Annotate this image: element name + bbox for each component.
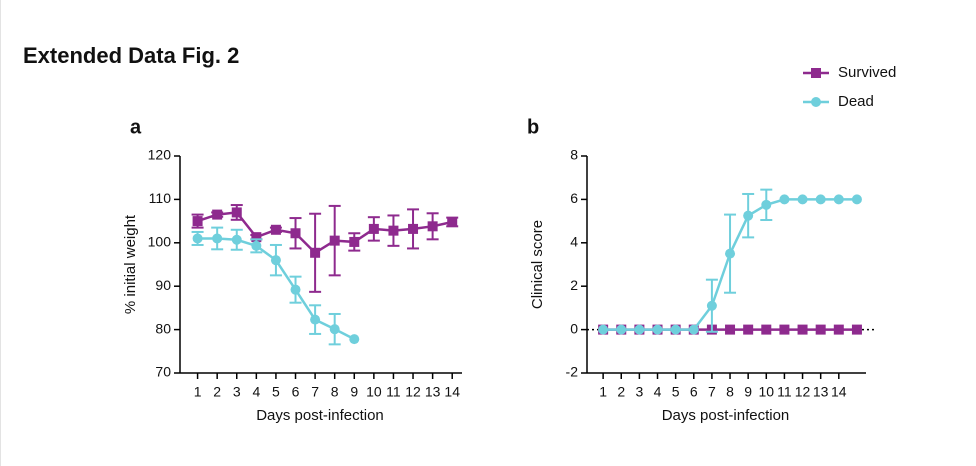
marker <box>634 324 645 335</box>
y-tick-label: 70 <box>155 364 171 380</box>
y-axis-label: Clinical score <box>529 220 546 309</box>
y-tick-label: 110 <box>149 190 172 206</box>
x-tick-label: 10 <box>759 384 775 400</box>
x-tick-label: 13 <box>425 384 441 400</box>
marker <box>388 225 399 236</box>
marker <box>270 255 281 266</box>
marker <box>851 324 862 335</box>
marker <box>797 324 808 335</box>
x-tick-label: 11 <box>386 384 401 400</box>
x-axis-label: Days post-infection <box>256 407 384 424</box>
marker <box>231 207 242 218</box>
marker <box>833 194 844 205</box>
x-tick-label: 4 <box>252 384 260 400</box>
legend-marker <box>811 97 821 107</box>
legend-label: Dead <box>838 93 874 110</box>
panel-label: a <box>130 116 142 138</box>
x-tick-label: 4 <box>654 384 662 400</box>
marker <box>290 228 301 239</box>
marker <box>408 223 419 234</box>
marker <box>329 235 340 246</box>
y-tick-label: 80 <box>155 320 171 336</box>
x-tick-label: 5 <box>272 384 280 400</box>
marker <box>761 324 772 335</box>
marker <box>815 324 826 335</box>
marker <box>598 324 609 335</box>
marker <box>349 236 360 247</box>
x-tick-label: 14 <box>444 384 460 400</box>
marker <box>192 216 203 227</box>
figure-title: Extended Data Fig. 2 <box>23 43 239 68</box>
x-tick-label: 3 <box>635 384 643 400</box>
marker <box>290 284 301 295</box>
marker <box>851 194 862 205</box>
marker <box>779 194 790 205</box>
x-tick-label: 2 <box>213 384 221 400</box>
marker <box>368 223 379 234</box>
marker <box>833 324 844 335</box>
x-tick-label: 11 <box>777 384 792 400</box>
y-tick-label: 90 <box>155 277 171 293</box>
x-tick-label: 1 <box>599 384 607 400</box>
marker <box>616 324 627 335</box>
marker <box>670 324 681 335</box>
x-tick-label: 6 <box>292 384 300 400</box>
marker <box>743 324 754 335</box>
legend-label: Survived <box>838 64 896 81</box>
marker <box>743 210 754 221</box>
y-tick-label: -2 <box>566 364 579 380</box>
y-tick-label: 4 <box>570 234 578 250</box>
x-tick-label: 10 <box>366 384 382 400</box>
x-tick-label: 1 <box>194 384 202 400</box>
x-tick-label: 3 <box>233 384 241 400</box>
marker <box>725 248 736 259</box>
y-tick-label: 120 <box>148 147 172 163</box>
marker <box>652 324 663 335</box>
marker <box>349 334 360 345</box>
x-tick-label: 9 <box>744 384 752 400</box>
y-tick-label: 0 <box>570 320 578 336</box>
marker <box>427 221 438 232</box>
y-axis-label: % initial weight <box>122 214 139 314</box>
x-tick-label: 8 <box>726 384 734 400</box>
marker <box>251 232 262 243</box>
x-tick-label: 7 <box>311 384 319 400</box>
x-tick-label: 7 <box>708 384 716 400</box>
x-tick-label: 5 <box>672 384 680 400</box>
marker <box>815 194 826 205</box>
marker <box>310 247 321 258</box>
y-tick-label: 100 <box>148 234 172 250</box>
marker <box>329 324 340 335</box>
marker <box>310 314 321 325</box>
marker <box>447 216 458 227</box>
marker <box>725 324 736 335</box>
marker <box>797 194 808 205</box>
marker <box>706 300 717 311</box>
x-tick-label: 13 <box>813 384 829 400</box>
x-tick-label: 9 <box>350 384 358 400</box>
legend-marker <box>811 68 821 78</box>
marker <box>192 233 203 244</box>
x-tick-label: 8 <box>331 384 339 400</box>
marker <box>231 234 242 245</box>
marker <box>779 324 790 335</box>
x-axis-label: Days post-infection <box>662 407 790 424</box>
panel-label: b <box>527 116 539 138</box>
x-tick-label: 14 <box>831 384 847 400</box>
y-tick-label: 6 <box>570 190 578 206</box>
marker <box>212 209 223 220</box>
x-tick-label: 6 <box>690 384 698 400</box>
marker <box>761 199 772 210</box>
marker <box>212 233 223 244</box>
marker <box>251 240 262 251</box>
x-tick-label: 12 <box>405 384 421 400</box>
x-tick-label: 12 <box>795 384 811 400</box>
y-tick-label: 8 <box>570 147 578 163</box>
marker <box>270 224 281 235</box>
x-tick-label: 2 <box>617 384 625 400</box>
y-tick-label: 2 <box>570 277 578 293</box>
marker <box>688 324 699 335</box>
